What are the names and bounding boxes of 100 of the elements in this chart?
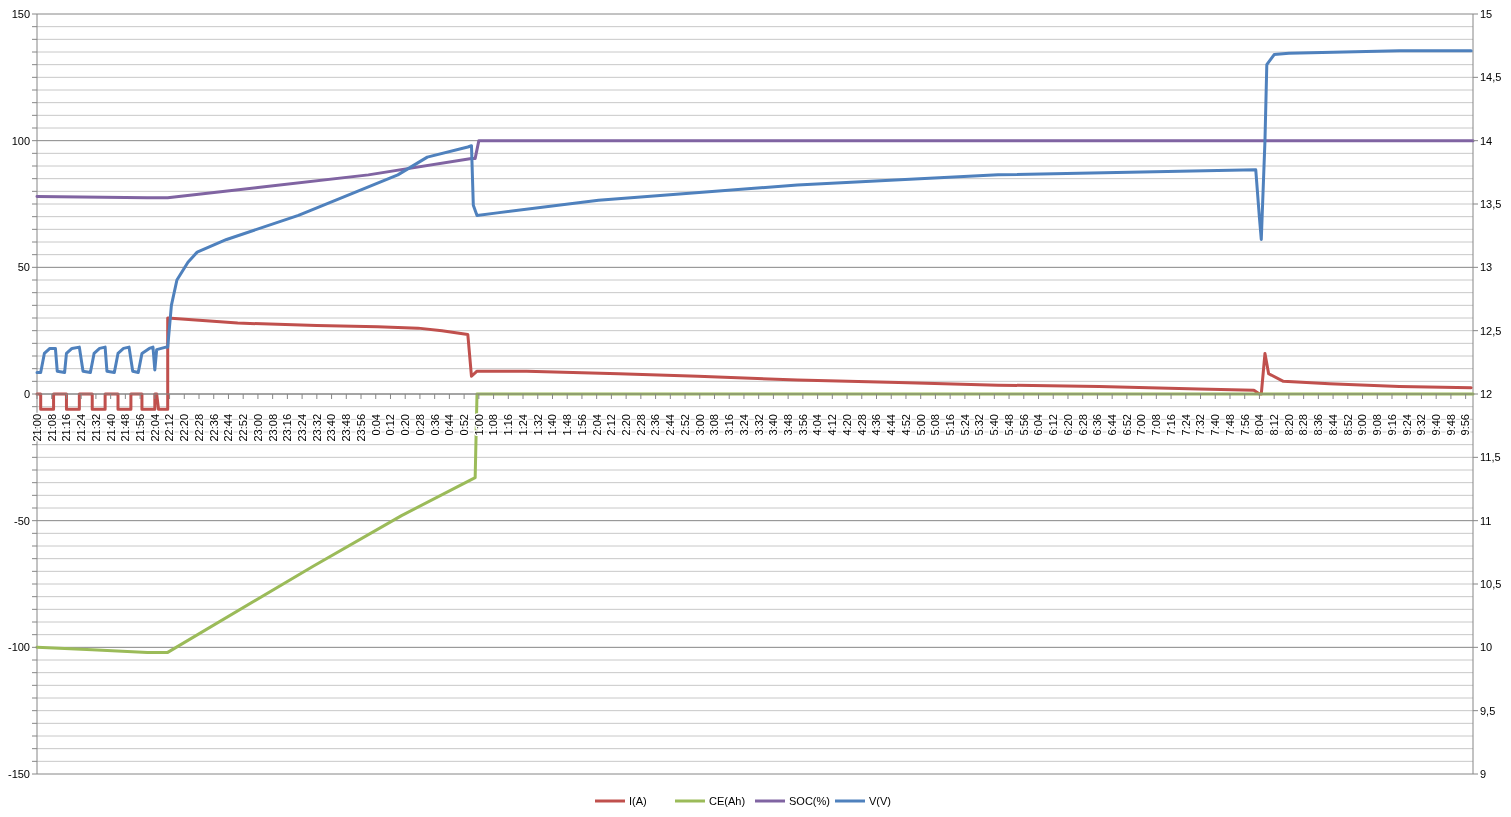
x-tick-label: 9:08 bbox=[1371, 414, 1384, 436]
x-tick-label: 5:08 bbox=[929, 414, 942, 436]
x-tick-label: 2:44 bbox=[664, 414, 677, 436]
y2-tick-label: 11,5 bbox=[1480, 451, 1501, 464]
legend-label: CE(Ah) bbox=[709, 794, 746, 807]
x-tick-label: 22:28 bbox=[192, 414, 205, 442]
x-tick-label: 22:44 bbox=[222, 414, 235, 442]
x-tick-label: 7:32 bbox=[1194, 414, 1207, 436]
x-tick-label: 8:36 bbox=[1312, 414, 1325, 436]
x-tick-label: 8:12 bbox=[1268, 414, 1281, 436]
x-tick-label: 8:52 bbox=[1341, 414, 1354, 436]
x-tick-label: 2:52 bbox=[678, 414, 691, 436]
x-tick-label: 0:28 bbox=[413, 414, 426, 436]
y-tick-label: 0 bbox=[23, 387, 30, 400]
x-tick-label: 4:28 bbox=[855, 414, 868, 436]
x-tick-label: 0:20 bbox=[399, 414, 412, 436]
line-series bbox=[35, 392, 1475, 654]
x-tick-label: 1:00 bbox=[472, 414, 485, 436]
x-tick-label: 6:36 bbox=[1091, 414, 1104, 436]
y-tick-label: 150 bbox=[11, 7, 30, 20]
x-tick-label: 6:12 bbox=[1047, 414, 1060, 436]
y-tick-label: 100 bbox=[11, 134, 30, 147]
x-tick-label: 7:16 bbox=[1164, 414, 1177, 436]
x-tick-label: 5:24 bbox=[958, 414, 971, 436]
x-tick-label: 21:48 bbox=[119, 414, 132, 442]
x-tick-label: 4:20 bbox=[840, 414, 853, 436]
x-tick-label: 5:56 bbox=[1017, 414, 1030, 436]
x-tick-label: 8:44 bbox=[1326, 414, 1339, 436]
x-tick-label: 23:00 bbox=[251, 414, 264, 442]
x-tick-label: 7:24 bbox=[1179, 414, 1192, 436]
x-tick-label: 3:56 bbox=[796, 414, 809, 436]
y-tick-label: -150 bbox=[7, 767, 30, 780]
x-tick-label: 4:44 bbox=[885, 414, 898, 436]
x-tick-label: 4:04 bbox=[811, 414, 824, 436]
x-tick-label: 2:20 bbox=[619, 414, 632, 436]
y2-tick-label: 13,5 bbox=[1480, 197, 1502, 210]
y-tick-label: -100 bbox=[7, 641, 30, 654]
x-tick-label: 1:08 bbox=[487, 414, 500, 436]
x-tick-label: 5:00 bbox=[914, 414, 927, 436]
x-tick-label: 0:36 bbox=[428, 414, 441, 436]
x-tick-label: 7:40 bbox=[1209, 414, 1222, 436]
legend-label: SOC(%) bbox=[789, 794, 830, 807]
x-tick-label: 8:28 bbox=[1297, 414, 1310, 436]
legend-label: I(A) bbox=[629, 794, 647, 807]
x-tick-label: 7:48 bbox=[1223, 414, 1236, 436]
x-tick-label: 8:04 bbox=[1253, 414, 1266, 436]
x-tick-label: 4:12 bbox=[826, 414, 839, 436]
x-tick-label: 6:04 bbox=[1032, 414, 1045, 436]
x-tick-label: 1:24 bbox=[516, 414, 529, 436]
x-tick-label: 1:32 bbox=[531, 414, 544, 436]
x-tick-label: 21:00 bbox=[30, 414, 43, 442]
x-tick-label: 21:08 bbox=[45, 414, 58, 442]
x-tick-label: 0:12 bbox=[384, 414, 397, 436]
y2-tick-label: 10 bbox=[1480, 641, 1493, 654]
x-tick-label: 1:48 bbox=[561, 414, 574, 436]
x-tick-label: 0:04 bbox=[369, 414, 382, 436]
x-tick-label: 9:32 bbox=[1415, 414, 1428, 436]
x-tick-label: 21:56 bbox=[133, 414, 146, 442]
x-tick-label: 9:40 bbox=[1430, 414, 1443, 436]
x-tick-label: 5:40 bbox=[988, 414, 1001, 436]
y-tick-label: -50 bbox=[14, 514, 30, 527]
y2-tick-label: 10,5 bbox=[1480, 577, 1502, 590]
x-tick-label: 22:20 bbox=[178, 414, 191, 442]
x-tick-label: 6:28 bbox=[1076, 414, 1089, 436]
x-tick-label: 23:16 bbox=[281, 414, 294, 442]
x-tick-label: 7:56 bbox=[1238, 414, 1251, 436]
x-tick-label: 9:16 bbox=[1385, 414, 1398, 436]
x-tick-label: 8:20 bbox=[1282, 414, 1295, 436]
x-tick-label: 3:40 bbox=[767, 414, 780, 436]
y2-tick-label: 11 bbox=[1480, 514, 1492, 527]
line-series bbox=[35, 139, 1475, 200]
x-tick-label: 3:32 bbox=[752, 414, 765, 436]
y2-tick-label: 14,5 bbox=[1480, 71, 1502, 84]
x-tick-label: 1:56 bbox=[575, 414, 588, 436]
x-tick-label: 9:56 bbox=[1459, 414, 1472, 436]
x-tick-label: 3:48 bbox=[781, 414, 794, 436]
x-tick-label: 2:28 bbox=[634, 414, 647, 436]
x-tick-label: 23:32 bbox=[310, 414, 323, 442]
x-tick-label: 21:24 bbox=[75, 414, 88, 442]
x-tick-label: 21:16 bbox=[60, 414, 73, 442]
x-tick-label: 22:36 bbox=[207, 414, 220, 442]
x-tick-label: 21:40 bbox=[104, 414, 117, 442]
x-tick-label: 1:40 bbox=[546, 414, 559, 436]
x-tick-label: 23:48 bbox=[340, 414, 353, 442]
x-tick-label: 5:16 bbox=[944, 414, 956, 436]
x-tick-label: 0:52 bbox=[457, 414, 470, 436]
x-tick-label: 2:04 bbox=[590, 414, 603, 436]
y-tick-label: 50 bbox=[17, 261, 30, 274]
x-tick-label: 22:12 bbox=[163, 414, 176, 442]
y2-tick-label: 12,5 bbox=[1480, 324, 1502, 337]
x-tick-label: 5:32 bbox=[973, 414, 986, 436]
x-tick-label: 6:52 bbox=[1120, 414, 1133, 436]
x-tick-label: 9:48 bbox=[1444, 414, 1457, 436]
x-tick-label: 1:16 bbox=[502, 414, 515, 436]
x-tick-label: 2:12 bbox=[605, 414, 618, 436]
x-tick-label: 3:00 bbox=[693, 414, 706, 436]
x-tick-label: 22:04 bbox=[148, 414, 161, 442]
x-tick-label: 23:56 bbox=[354, 414, 367, 442]
legend-label: V(V) bbox=[869, 794, 891, 807]
x-tick-label: 23:24 bbox=[295, 414, 308, 442]
